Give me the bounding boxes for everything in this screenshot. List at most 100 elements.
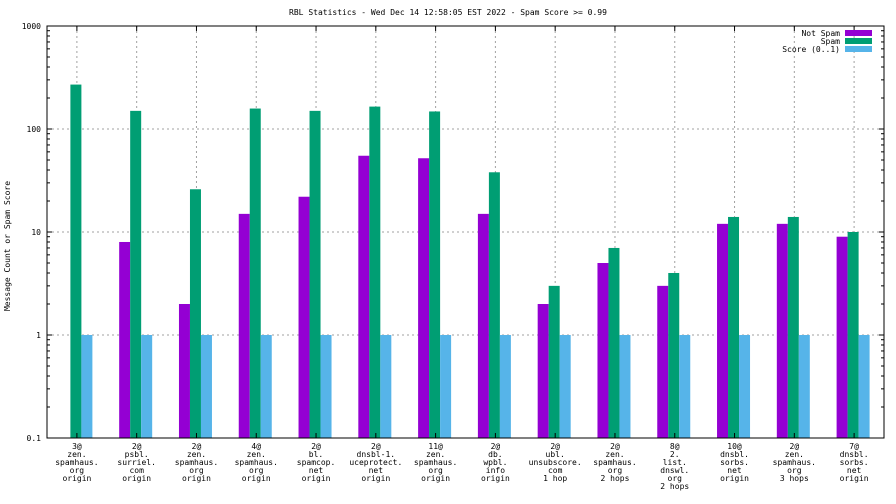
y-tick-label: 0.1 <box>27 434 42 443</box>
x-tick-label: 4@ zen. spamhaus. org origin <box>235 442 278 483</box>
bar <box>130 110 142 438</box>
x-tick-label-line: origin <box>122 474 151 483</box>
x-tick-label-line: com <box>129 466 144 475</box>
x-tick-label-line: dnsbl. <box>720 450 749 459</box>
y-tick-label: 10 <box>31 228 41 237</box>
x-tick-label-line: spamhaus. <box>593 458 636 467</box>
x-tick-label-line: spamhaus. <box>773 458 816 467</box>
y-tick-label: 1 <box>36 331 41 340</box>
x-tick-label: 8@ 2. list. dnswl. org 2 hops <box>660 442 689 491</box>
y-tick-label: 100 <box>27 125 42 134</box>
x-tick-label-line: 2@ <box>311 442 321 451</box>
x-tick-label: 2@ zen. spamhaus. org 2 hops <box>593 442 636 483</box>
bar <box>608 247 620 438</box>
x-tick-label-line: 3 hops <box>780 474 809 483</box>
chart-title: RBL Statistics - Wed Dec 14 12:58:05 EST… <box>289 8 607 17</box>
bar <box>440 335 452 438</box>
bar <box>597 263 609 438</box>
x-tick-label-line: origin <box>182 474 211 483</box>
legend-label: Spam <box>821 37 840 46</box>
x-tick-label: 2@ psbl. surriel. com origin <box>117 442 156 483</box>
bar <box>668 272 680 438</box>
bar <box>320 335 332 438</box>
bar <box>70 84 82 439</box>
bar <box>358 155 370 438</box>
x-tick-label-line: org <box>668 474 683 483</box>
x-tick-label-line: origin <box>62 474 91 483</box>
x-tick-label-line: origin <box>361 474 390 483</box>
bar <box>477 213 489 438</box>
bar <box>787 216 799 438</box>
x-tick-label-line: spamhaus. <box>175 458 218 467</box>
legend-swatch <box>845 46 872 52</box>
x-tick-label-line: org <box>189 466 204 475</box>
x-tick-label: 2@ dnsbl-1. uceprotect. net origin <box>349 442 402 483</box>
x-tick-label-line: 2@ <box>192 442 202 451</box>
x-tick-label-line: origin <box>242 474 271 483</box>
x-tick-label-line: org <box>70 466 85 475</box>
x-tick-label-line: unsubscore. <box>529 458 582 467</box>
bar <box>858 335 870 438</box>
x-tick-label-line: sorbs. <box>720 458 749 467</box>
x-tick-label-line: spamhaus. <box>235 458 278 467</box>
x-tick-label-line: origin <box>421 474 450 483</box>
x-tick-label-line: 1 hop <box>543 474 567 483</box>
legend-label: Not Spam <box>801 29 840 38</box>
y-axis-label: Message Count or Spam Score <box>3 181 12 311</box>
x-tick-label-line: 10@ <box>727 442 742 451</box>
bar <box>178 303 190 438</box>
legend-swatch <box>845 30 872 36</box>
x-tick-label-line: uceprotect. <box>349 458 402 467</box>
x-tick-label-line: org <box>608 466 623 475</box>
x-tick-label-line: org <box>249 466 264 475</box>
x-tick-label-line: dnsbl-1. <box>357 450 396 459</box>
x-tick-label-line: surriel. <box>117 458 156 467</box>
x-tick-label-line: spamhaus. <box>414 458 457 467</box>
x-tick-label-line: zen. <box>67 450 86 459</box>
x-tick-label-line: spamhaus. <box>55 458 98 467</box>
x-tick-label-line: 2@ <box>550 442 560 451</box>
bar <box>488 172 500 438</box>
bar <box>369 106 381 438</box>
bar <box>657 285 669 438</box>
x-tick-label-line: origin <box>840 474 869 483</box>
x-tick-label-line: zen. <box>247 450 266 459</box>
x-tick-label-line: org <box>787 466 802 475</box>
x-tick-label-line: dnsbl. <box>840 450 869 459</box>
x-tick-label-line: zen. <box>785 450 804 459</box>
bar <box>559 335 571 438</box>
x-tick-label: 2@ bl. spamcop. net origin <box>297 442 336 483</box>
bar <box>548 285 560 438</box>
bar <box>798 335 810 438</box>
bar <box>200 335 212 438</box>
bar <box>717 223 729 438</box>
x-tick-label-line: 7@ <box>849 442 859 451</box>
x-tick-label-line: zen. <box>426 450 445 459</box>
x-tick-label: 2@ db. wpbl. info origin <box>481 442 510 483</box>
x-tick-label-line: com <box>548 466 563 475</box>
bars-group <box>70 84 870 439</box>
bar <box>189 189 201 438</box>
x-tick-label-line: origin <box>720 474 749 483</box>
x-tick-label-line: 2 hops <box>660 482 689 491</box>
x-tick-label-line: info <box>486 466 505 475</box>
bar <box>309 110 321 438</box>
x-tick-label-line: org <box>428 466 443 475</box>
bar <box>249 108 261 438</box>
bar <box>847 232 859 438</box>
x-tick-label: 2@ zen. spamhaus. org 3 hops <box>773 442 816 483</box>
bar <box>499 335 511 438</box>
bar <box>260 335 272 438</box>
bar <box>141 335 153 438</box>
plot-border <box>46 25 885 439</box>
bar <box>537 303 549 438</box>
y-tick-label: 1000 <box>22 22 41 31</box>
x-tick-label-line: bl. <box>309 450 323 459</box>
x-tick-label-line: zen. <box>187 450 206 459</box>
x-tick-label: 7@ dnsbl. sorbs. net origin <box>840 442 869 483</box>
x-tick-label-line: 3@ <box>72 442 82 451</box>
bar <box>298 196 310 438</box>
x-tick-label-line: net <box>309 466 324 475</box>
x-tick-label-line: db. <box>488 450 502 459</box>
